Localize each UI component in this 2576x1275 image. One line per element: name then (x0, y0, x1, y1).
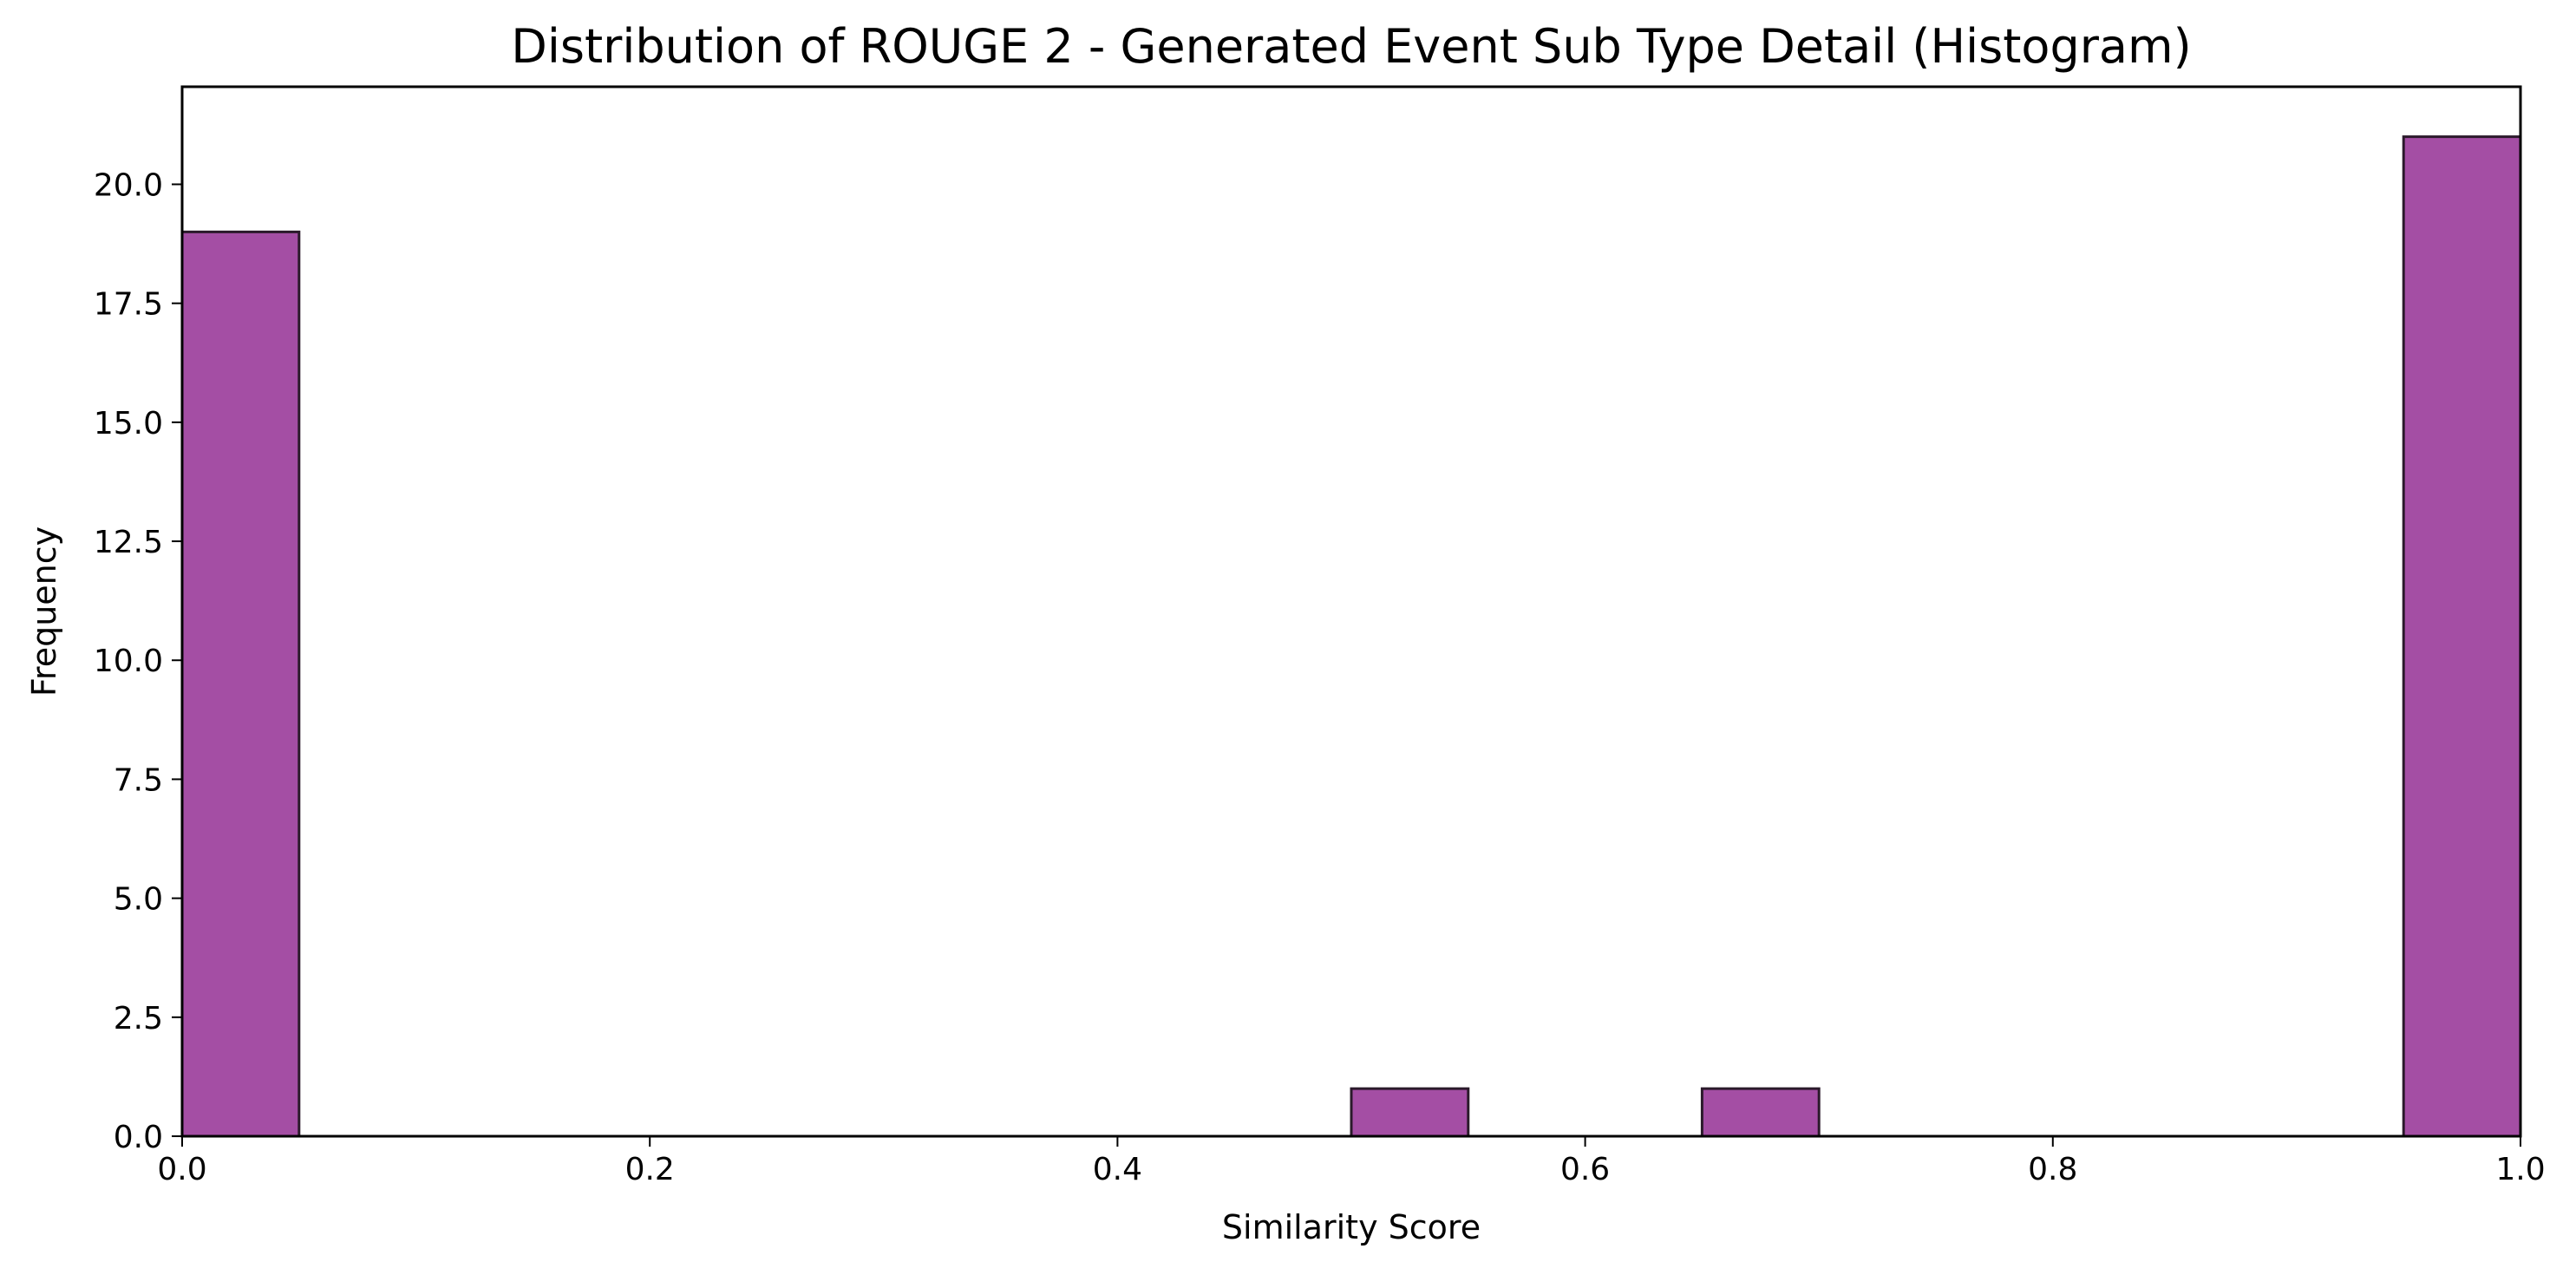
y-tick-label: 10.0 (94, 644, 163, 679)
histogram-bar (1700, 1087, 1821, 1138)
y-tick-label: 5.0 (114, 882, 163, 918)
histogram-bar (2402, 135, 2522, 1138)
histogram-bar (1350, 1087, 1470, 1138)
y-tick-label: 7.5 (114, 762, 163, 798)
chart-title: Distribution of ROUGE 2 - Generated Even… (511, 19, 2191, 74)
x-tick-label: 0.0 (157, 1152, 206, 1187)
y-tick-label: 12.5 (94, 525, 163, 560)
x-tick-label: 1.0 (2495, 1152, 2545, 1187)
y-tick-label: 17.5 (94, 287, 163, 323)
x-tick-label: 0.2 (625, 1152, 675, 1187)
x-tick-label: 0.4 (1093, 1152, 1142, 1187)
y-tick-label: 20.0 (94, 167, 163, 203)
x-tick-label: 0.6 (1560, 1152, 1610, 1187)
y-tick-label: 15.0 (94, 406, 163, 441)
bars-layer (180, 135, 2522, 1138)
x-tick-label: 0.8 (2028, 1152, 2077, 1187)
y-tick-label: 2.5 (114, 1001, 163, 1036)
x-axis-label: Similarity Score (1222, 1208, 1481, 1246)
histogram-bar (180, 230, 301, 1138)
y-tick-label: 0.0 (114, 1120, 163, 1155)
ticks-layer: 0.0 0.2 0.4 0.6 0.8 1.0 0.0 2.5 5.0 7.5 10.0 12.5 15… (94, 167, 2546, 1187)
plot-frame (180, 85, 2522, 1138)
y-axis-label: Frequency (25, 526, 63, 696)
